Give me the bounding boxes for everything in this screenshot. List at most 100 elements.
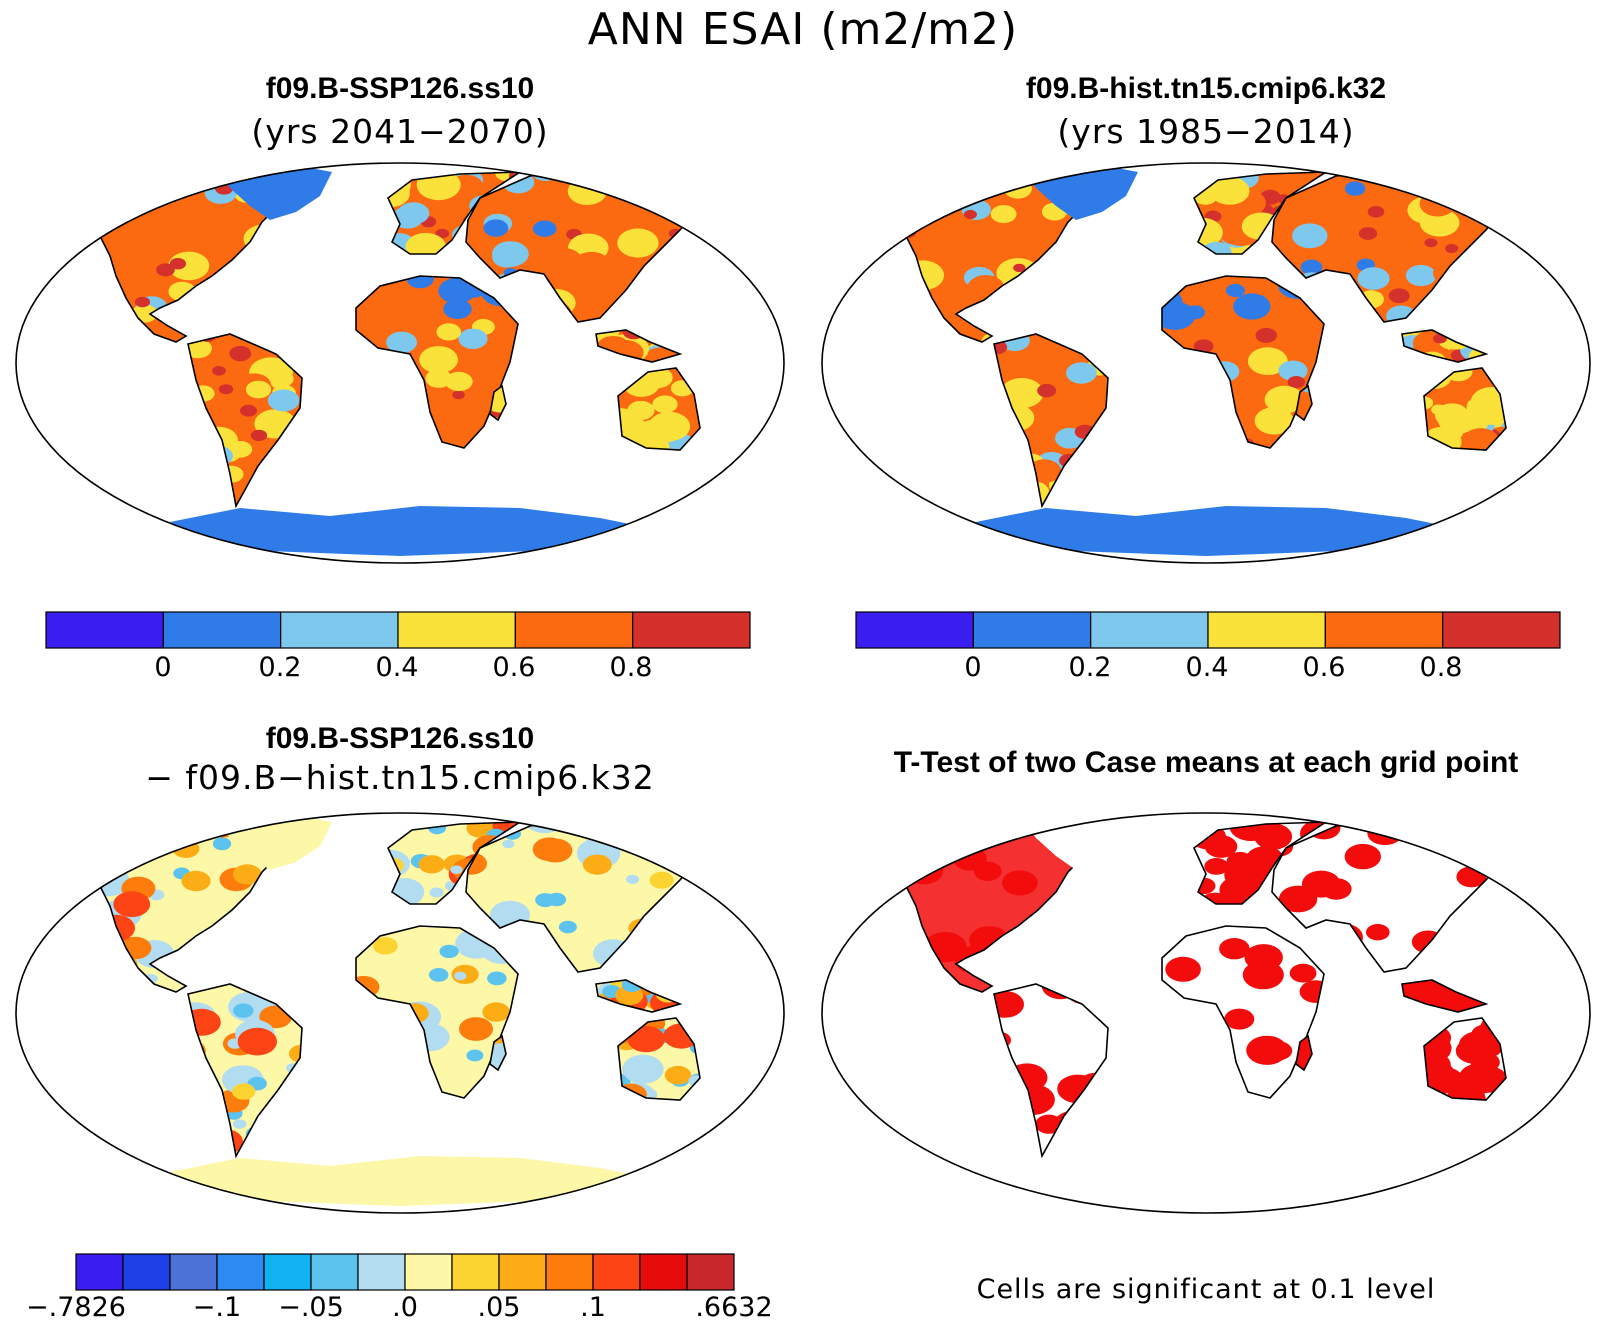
data-cell xyxy=(1367,206,1385,218)
colorbar-swatch xyxy=(545,1253,594,1291)
coastline xyxy=(595,979,683,1013)
data-cell xyxy=(963,209,977,220)
data-cell xyxy=(1035,1114,1063,1134)
data-cell xyxy=(1278,885,1318,913)
colorbar-swatch xyxy=(514,611,634,649)
colorbar-control-tick: 0.8 xyxy=(1419,652,1463,683)
data-cell xyxy=(626,874,640,884)
map-case xyxy=(15,162,785,564)
colorbar-swatch xyxy=(1442,611,1561,649)
coastline xyxy=(1423,367,1507,451)
colorbar-swatch xyxy=(122,1253,171,1291)
data-cell xyxy=(1066,362,1097,384)
coastline xyxy=(595,329,683,363)
figure-title: ANN ESAI (m2/m2) xyxy=(587,4,1019,55)
data-cell xyxy=(1466,397,1493,416)
data-cell xyxy=(418,855,445,874)
land-antarctica xyxy=(956,506,1466,556)
data-cell xyxy=(240,404,257,417)
data-cell xyxy=(1224,1008,1255,1030)
data-cell xyxy=(1419,209,1460,237)
panel-ttest-title: T-Test of two Case means at each grid po… xyxy=(893,746,1519,779)
data-cell xyxy=(1233,293,1271,320)
data-cell xyxy=(169,258,186,270)
significance-note: Cells are significant at 0.1 level xyxy=(976,1274,1436,1305)
coastline xyxy=(617,367,701,451)
map-ttest xyxy=(821,812,1591,1214)
data-cell xyxy=(1357,267,1390,290)
coastline xyxy=(355,925,519,1099)
data-cell xyxy=(237,1027,277,1056)
data-cell xyxy=(429,887,444,898)
map-border xyxy=(821,812,1591,1214)
data-cell xyxy=(1344,843,1381,870)
data-cell xyxy=(445,371,473,392)
data-cell xyxy=(1000,378,1044,409)
colorbar-swatch xyxy=(404,1253,453,1291)
colorbar-swatch xyxy=(280,611,399,649)
colorbar-control xyxy=(855,611,1561,649)
coastline xyxy=(993,333,1109,509)
data-cell xyxy=(419,346,458,374)
colorbar-swatch xyxy=(1207,611,1326,649)
data-cell xyxy=(487,971,507,986)
data-cell xyxy=(1047,385,1083,410)
data-cell xyxy=(428,968,449,982)
data-cell xyxy=(1209,177,1250,205)
colorbar-difference-tick: −.7826 xyxy=(26,1292,126,1323)
data-cell xyxy=(1201,241,1232,254)
colorbar-swatch xyxy=(1090,611,1209,649)
data-cell xyxy=(458,328,488,349)
coastline xyxy=(1401,329,1489,363)
colorbar-swatch xyxy=(357,1253,406,1291)
data-cell xyxy=(1445,243,1459,254)
data-cell xyxy=(523,818,566,834)
data-cell xyxy=(1162,301,1196,330)
coastline xyxy=(387,171,523,255)
data-cell xyxy=(546,892,567,907)
data-cell xyxy=(1393,818,1436,842)
coastline xyxy=(1161,925,1325,1099)
data-cell xyxy=(121,858,135,868)
panel-difference-title: f09.B-SSP126.ss10 xyxy=(265,722,535,755)
colorbar-swatch xyxy=(855,611,974,649)
data-cell xyxy=(1459,1066,1499,1094)
data-cell xyxy=(245,380,272,399)
data-cell xyxy=(1405,264,1437,287)
data-cell xyxy=(936,192,949,202)
data-cell xyxy=(435,228,450,239)
colorbar-swatch xyxy=(592,1253,641,1291)
data-cell xyxy=(1165,956,1201,982)
data-cell xyxy=(1204,835,1238,858)
colorbar-difference-tick: −.05 xyxy=(278,1292,344,1323)
data-cell xyxy=(172,839,200,858)
colorbar-control-tick: 0 xyxy=(964,652,982,683)
map-border xyxy=(15,162,785,564)
data-cell xyxy=(1013,263,1026,273)
data-cell xyxy=(532,837,567,862)
colorbar-swatch xyxy=(169,1253,218,1291)
data-cell xyxy=(233,1003,254,1018)
data-cell xyxy=(250,429,268,442)
data-cell xyxy=(483,219,509,237)
data-cell xyxy=(452,390,465,400)
data-cell xyxy=(1344,181,1366,196)
data-cell xyxy=(1424,396,1434,410)
data-cell xyxy=(156,263,175,277)
data-cell xyxy=(1289,963,1317,983)
data-cell xyxy=(372,937,398,955)
data-cell xyxy=(1466,818,1497,835)
data-cell xyxy=(502,839,515,849)
data-cell xyxy=(450,865,463,874)
land-samerica xyxy=(994,984,1108,1156)
data-cell xyxy=(672,197,695,213)
colorbar-case-tick: 0 xyxy=(154,652,172,683)
map-border xyxy=(821,162,1591,564)
data-cell xyxy=(582,854,612,875)
data-cell xyxy=(545,248,583,275)
data-cell xyxy=(466,1049,484,1062)
coastline xyxy=(355,275,519,449)
data-cell xyxy=(397,202,430,225)
data-cell xyxy=(96,193,111,208)
coastline xyxy=(1193,821,1329,905)
